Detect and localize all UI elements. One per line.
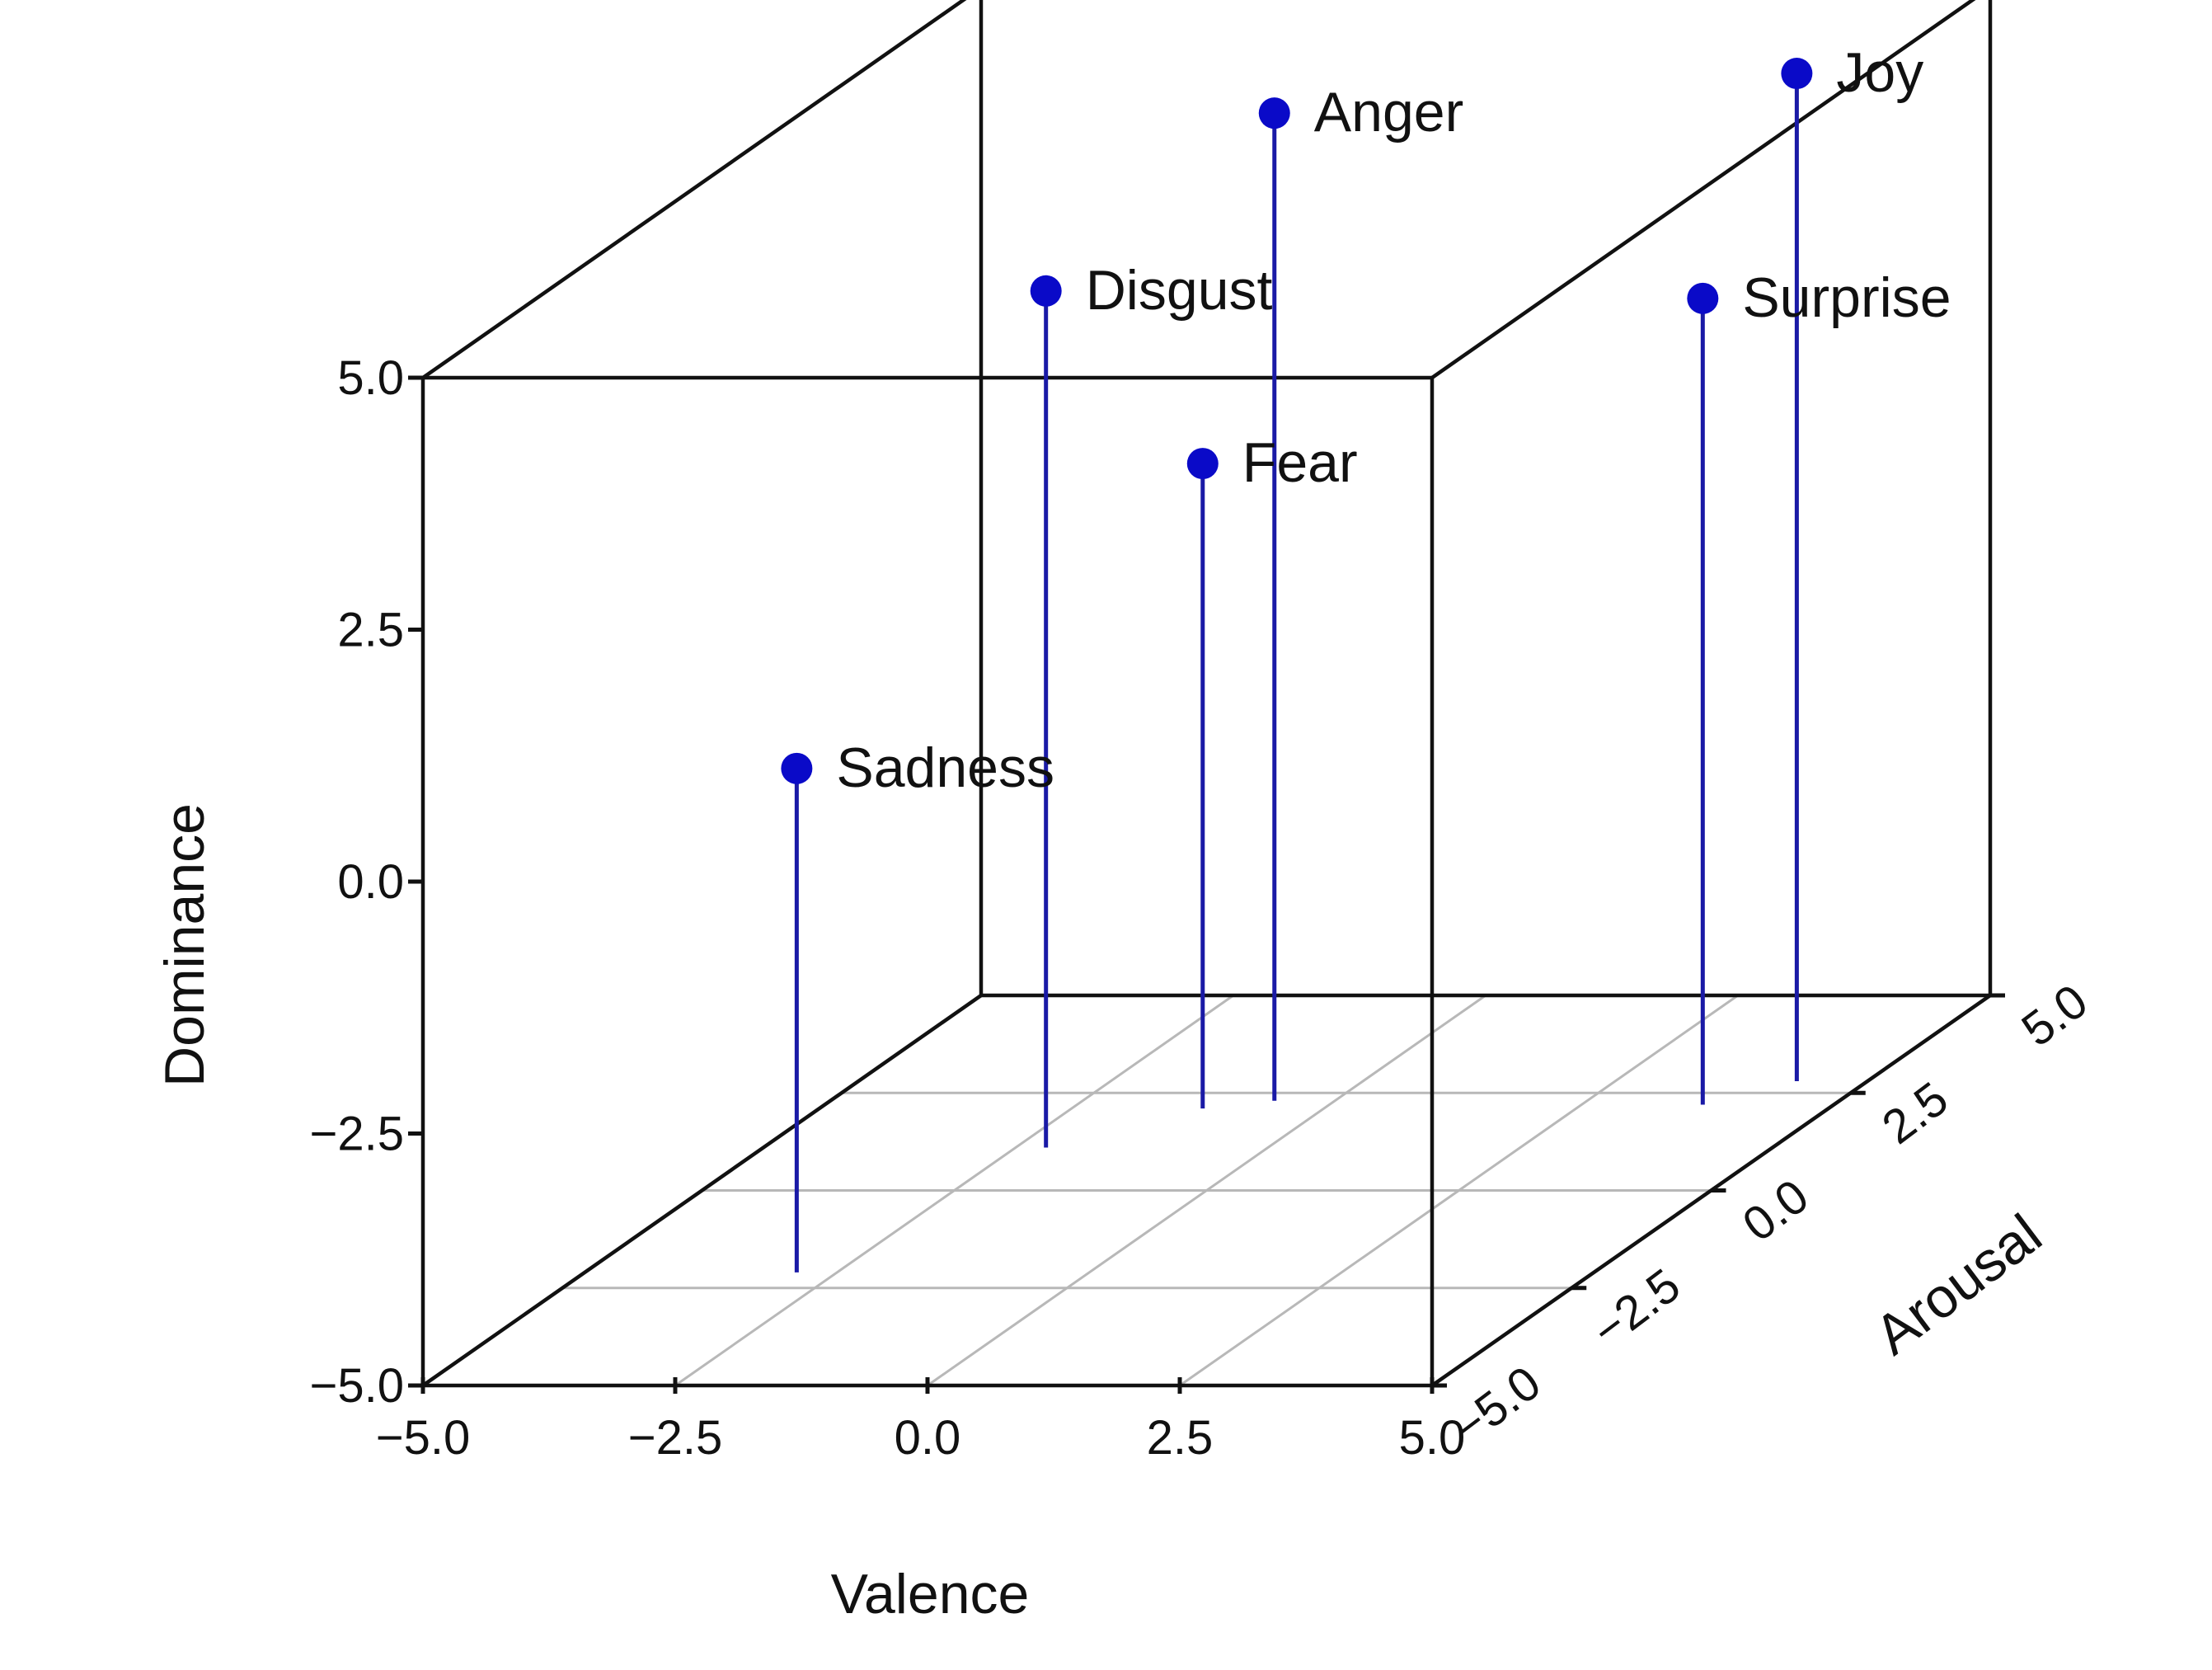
box-edge	[420, 0, 967, 380]
x-tick-label: −5.0	[376, 1411, 471, 1465]
box-edge	[1430, 0, 1976, 380]
point-marker	[1258, 97, 1290, 129]
z-tick-label: 0.0	[337, 855, 404, 909]
y-tick-label: −2.5	[1582, 1258, 1690, 1358]
point-marker	[781, 752, 813, 784]
point-label: Disgust	[1086, 259, 1273, 322]
point-marker	[1186, 448, 1219, 480]
z-tick-label: 5.0	[337, 351, 404, 405]
point-label: Fear	[1242, 431, 1358, 494]
point-markers	[781, 58, 1813, 784]
point-label: Surprise	[1742, 266, 1951, 329]
x-tick-label: 2.5	[1147, 1411, 1214, 1465]
floor-grid	[562, 994, 1851, 1387]
z-tick-label: 2.5	[337, 604, 404, 657]
z-tick-label: −2.5	[310, 1108, 405, 1161]
x-axis-title: Valence	[831, 1563, 1030, 1625]
y-tick-label: 2.5	[1872, 1071, 1958, 1154]
point-label: Sadness	[836, 736, 1054, 799]
point-marker	[1687, 282, 1719, 314]
y-tick-label: 5.0	[2012, 974, 2098, 1056]
z-axis-title: Dominance	[153, 803, 216, 1087]
box-edge	[420, 993, 984, 1388]
x-tick-label: −2.5	[628, 1411, 723, 1465]
point-marker	[1781, 58, 1813, 90]
point-label: Joy	[1836, 41, 1923, 104]
y-tick-label: 0.0	[1733, 1169, 1819, 1252]
point-stems	[794, 73, 1799, 1272]
x-tick-label: 0.0	[895, 1411, 961, 1465]
point-marker	[1030, 275, 1062, 307]
x-tick-label: 5.0	[1399, 1411, 1466, 1465]
point-labels: Sadness Disgust Fear Anger Surprise Joy	[836, 41, 1951, 799]
z-tick-label: −5.0	[310, 1359, 405, 1413]
axes-box	[420, 0, 1993, 1388]
point-label: Anger	[1314, 81, 1463, 143]
y-axis-title: Arousal	[1863, 1202, 2053, 1367]
